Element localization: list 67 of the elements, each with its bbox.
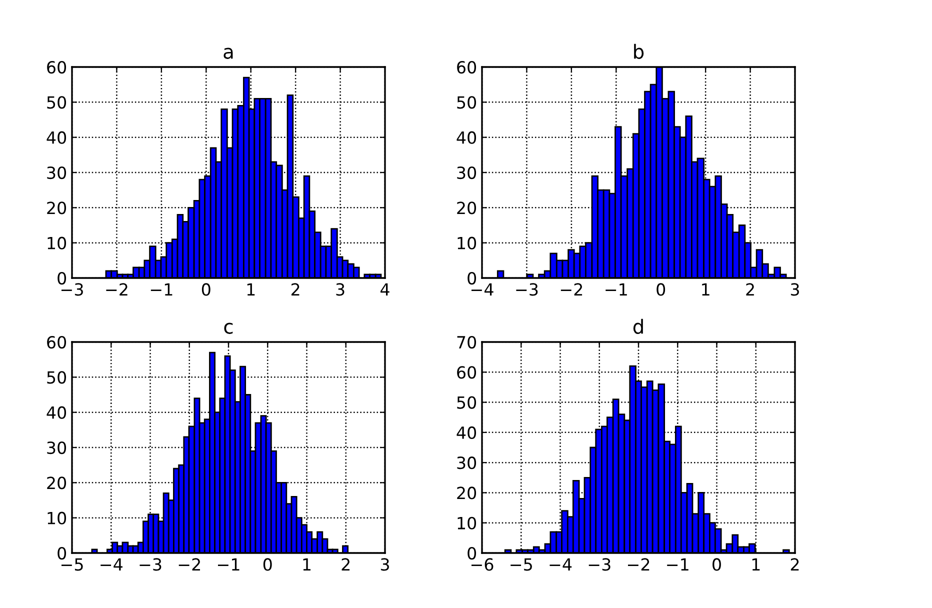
x-tick-label: −3 (140, 558, 162, 571)
y-tick-label: 0 (58, 546, 66, 560)
x-tick-label: 1 (247, 283, 255, 296)
x-tick-label: −2 (628, 558, 650, 571)
y-tick-label: 60 (457, 60, 476, 74)
x-tick-label: 0 (202, 283, 210, 296)
y-tick-label: 0 (58, 272, 66, 285)
x-tick-label: −3 (516, 283, 538, 296)
y-tick-label: 40 (456, 131, 476, 144)
y-tick-label: 50 (457, 96, 476, 109)
x-tick-label: 2 (342, 558, 350, 571)
y-tick-label: 30 (47, 441, 66, 454)
x-tick-label: −2 (560, 283, 582, 296)
y-tick-label: 20 (457, 486, 476, 500)
y-tick-label: 60 (457, 366, 476, 379)
x-tick-label: −3 (61, 283, 83, 296)
chart-title: a (224, 48, 233, 59)
chart-title: c (224, 322, 233, 334)
y-tick-label: 0 (468, 272, 476, 285)
x-tick-label: −5 (510, 558, 532, 571)
x-tick-label: 0 (712, 558, 721, 571)
y-tick-label: 50 (457, 396, 476, 409)
x-tick-label: 2 (291, 283, 300, 296)
y-tick-label: 10 (458, 236, 476, 250)
x-tick-label: −1 (606, 283, 627, 296)
y-tick-label: 40 (456, 426, 476, 439)
y-tick-label: 50 (47, 96, 66, 109)
x-tick-label: −1 (667, 558, 688, 571)
y-tick-label: 50 (47, 371, 66, 384)
x-tick-label: 1 (303, 558, 311, 571)
x-tick-label: 1 (752, 558, 760, 571)
y-tick-label: 40 (46, 406, 66, 419)
x-tick-label: 3 (380, 558, 389, 571)
x-tick-label: 3 (790, 283, 799, 296)
x-tick-label: −2 (178, 558, 200, 571)
x-tick-label: −5 (61, 558, 83, 571)
x-tick-label: 2 (746, 283, 754, 296)
x-tick-label: 1 (702, 283, 710, 296)
y-tick-label: 40 (46, 131, 66, 144)
x-tick-label: −1 (218, 558, 240, 571)
x-tick-label: 4 (380, 283, 390, 296)
x-tick-label: −1 (150, 283, 172, 296)
y-tick-label: 20 (47, 476, 66, 490)
y-tick-label: 30 (457, 166, 476, 180)
y-tick-label: 10 (458, 516, 476, 530)
x-tick-label: −4 (550, 558, 572, 571)
y-tick-label: 60 (47, 60, 66, 74)
y-tick-label: 20 (47, 202, 66, 214)
y-tick-label: 30 (47, 166, 66, 180)
y-tick-label: 20 (457, 202, 476, 214)
x-tick-label: −3 (588, 558, 610, 571)
x-tick-label: 2 (790, 558, 799, 571)
y-tick-label: 10 (48, 512, 66, 524)
x-tick-label: −4 (100, 558, 122, 571)
x-tick-label: 0 (263, 558, 272, 571)
x-tick-label: −6 (471, 558, 494, 571)
x-tick-label: −2 (106, 283, 128, 296)
chart-title: b (634, 44, 644, 59)
chart-title: d (633, 318, 643, 334)
y-tick-label: 60 (47, 336, 66, 349)
x-tick-label: −4 (471, 283, 494, 296)
y-tick-label: 10 (48, 236, 66, 250)
y-tick-label: 70 (457, 336, 476, 349)
y-tick-label: 0 (468, 546, 476, 560)
x-tick-label: 0 (656, 283, 666, 296)
y-tick-label: 30 (457, 456, 476, 470)
x-tick-label: 3 (336, 283, 344, 296)
